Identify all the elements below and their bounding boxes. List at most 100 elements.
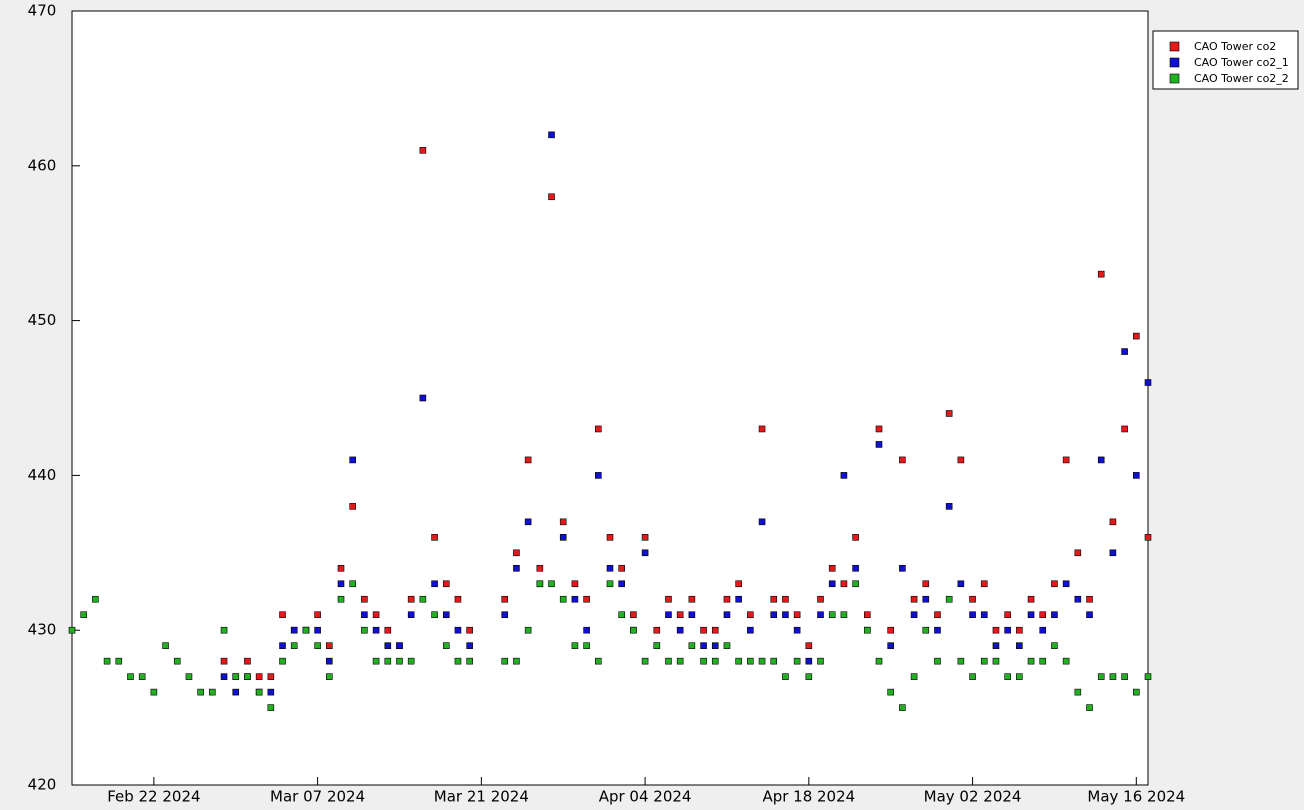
point bbox=[583, 642, 590, 649]
legend-swatch bbox=[1169, 57, 1180, 68]
point bbox=[606, 534, 614, 541]
x-tick-label: Mar 07 2024 bbox=[270, 788, 365, 806]
point bbox=[747, 611, 754, 619]
point bbox=[314, 642, 321, 649]
point bbox=[1016, 642, 1023, 649]
point bbox=[361, 626, 368, 634]
point bbox=[407, 657, 415, 665]
point bbox=[267, 704, 275, 711]
point bbox=[419, 147, 427, 154]
point bbox=[840, 472, 848, 479]
legend-swatch bbox=[1169, 73, 1180, 84]
point bbox=[1133, 332, 1140, 340]
point bbox=[665, 657, 672, 665]
point bbox=[1074, 595, 1082, 603]
point bbox=[828, 564, 836, 572]
point bbox=[969, 673, 976, 680]
point bbox=[1086, 611, 1093, 619]
point bbox=[1051, 611, 1058, 619]
point bbox=[466, 626, 473, 634]
point bbox=[466, 657, 473, 665]
point bbox=[1062, 657, 1070, 665]
point bbox=[782, 595, 789, 603]
point bbox=[676, 611, 684, 619]
point bbox=[875, 657, 883, 665]
point bbox=[595, 425, 602, 433]
point bbox=[220, 626, 228, 634]
y-tick-label: 450 bbox=[28, 311, 57, 329]
point bbox=[1004, 626, 1011, 634]
point bbox=[969, 595, 976, 603]
point bbox=[559, 518, 567, 526]
point bbox=[641, 534, 649, 541]
point bbox=[945, 595, 953, 603]
point bbox=[279, 657, 286, 665]
point bbox=[442, 580, 450, 588]
point bbox=[782, 611, 789, 619]
legend-label: CAO Tower co2 bbox=[1194, 40, 1276, 53]
point bbox=[782, 673, 789, 680]
y-tick-label: 470 bbox=[28, 2, 57, 20]
point bbox=[676, 657, 684, 665]
legend-label: CAO Tower co2_1 bbox=[1194, 56, 1289, 69]
point bbox=[372, 657, 380, 665]
point bbox=[1027, 611, 1035, 619]
point bbox=[396, 657, 403, 665]
point bbox=[758, 518, 766, 526]
point bbox=[185, 673, 193, 680]
point bbox=[571, 595, 579, 603]
point bbox=[1074, 688, 1082, 696]
point bbox=[1062, 456, 1070, 464]
point bbox=[618, 611, 625, 619]
point bbox=[384, 642, 392, 649]
point bbox=[571, 642, 579, 649]
point bbox=[220, 657, 228, 665]
point bbox=[454, 657, 462, 665]
x-tick-label: May 16 2024 bbox=[1087, 788, 1185, 806]
point bbox=[548, 580, 555, 588]
x-tick-label: Apr 18 2024 bbox=[762, 788, 855, 806]
point bbox=[1004, 611, 1011, 619]
point bbox=[805, 673, 813, 680]
point bbox=[536, 564, 544, 572]
point bbox=[758, 425, 766, 433]
x-tick-label: Mar 21 2024 bbox=[434, 788, 529, 806]
point bbox=[957, 657, 965, 665]
point bbox=[524, 626, 532, 634]
point bbox=[665, 595, 672, 603]
point bbox=[220, 673, 228, 680]
point bbox=[513, 657, 520, 665]
point bbox=[501, 595, 509, 603]
point bbox=[267, 688, 275, 696]
point bbox=[349, 456, 356, 464]
point bbox=[1039, 657, 1047, 665]
point bbox=[337, 580, 345, 588]
point bbox=[887, 626, 894, 634]
point bbox=[524, 456, 532, 464]
point bbox=[852, 580, 859, 588]
point bbox=[723, 642, 731, 649]
y-tick-label: 420 bbox=[28, 776, 57, 794]
y-tick-label: 430 bbox=[28, 621, 57, 639]
point bbox=[1144, 379, 1152, 386]
point bbox=[852, 534, 859, 541]
point bbox=[770, 657, 778, 665]
point bbox=[524, 518, 532, 526]
point bbox=[559, 595, 567, 603]
point bbox=[407, 611, 415, 619]
point bbox=[688, 611, 696, 619]
point bbox=[875, 425, 883, 433]
point bbox=[945, 410, 953, 417]
point bbox=[1016, 626, 1023, 634]
point bbox=[548, 131, 555, 139]
point bbox=[922, 595, 930, 603]
point bbox=[1144, 673, 1152, 680]
point bbox=[864, 626, 871, 634]
point bbox=[419, 394, 427, 402]
legend-label: CAO Tower co2_2 bbox=[1194, 72, 1289, 85]
point bbox=[407, 595, 415, 603]
point bbox=[314, 626, 321, 634]
point bbox=[162, 642, 169, 649]
point bbox=[454, 626, 462, 634]
point bbox=[466, 642, 473, 649]
